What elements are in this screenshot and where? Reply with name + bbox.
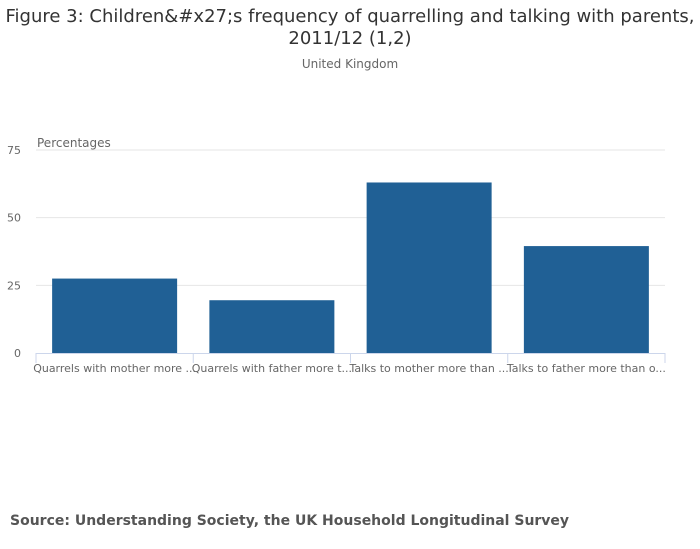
chart-title: Figure 3: Children&#x27;s frequency of q…	[0, 6, 700, 50]
x-tick-label: Talks to father more than o...	[506, 362, 666, 375]
x-tick-label: Talks to mother more than ...	[348, 362, 508, 375]
y-tick-label: 0	[14, 347, 21, 360]
bar	[52, 278, 178, 353]
x-tick-label: Quarrels with father more t...	[192, 362, 352, 375]
y-tick-label: 75	[7, 144, 21, 157]
bar	[523, 246, 649, 353]
source-note: Source: Understanding Society, the UK Ho…	[10, 513, 570, 529]
chart-title-line-2: 2011/12 (1,2)	[288, 28, 412, 49]
y-axis-label: Percentages	[37, 136, 111, 150]
bar	[209, 300, 335, 353]
y-tick-label: 25	[7, 279, 21, 292]
x-tick-label: Quarrels with mother more ...	[33, 362, 196, 375]
bar	[366, 182, 492, 353]
y-tick-label: 50	[7, 212, 21, 225]
chart-subtitle: United Kingdom	[301, 57, 399, 71]
chart-title-line-1: Figure 3: Children&#x27;s frequency of q…	[5, 6, 695, 27]
